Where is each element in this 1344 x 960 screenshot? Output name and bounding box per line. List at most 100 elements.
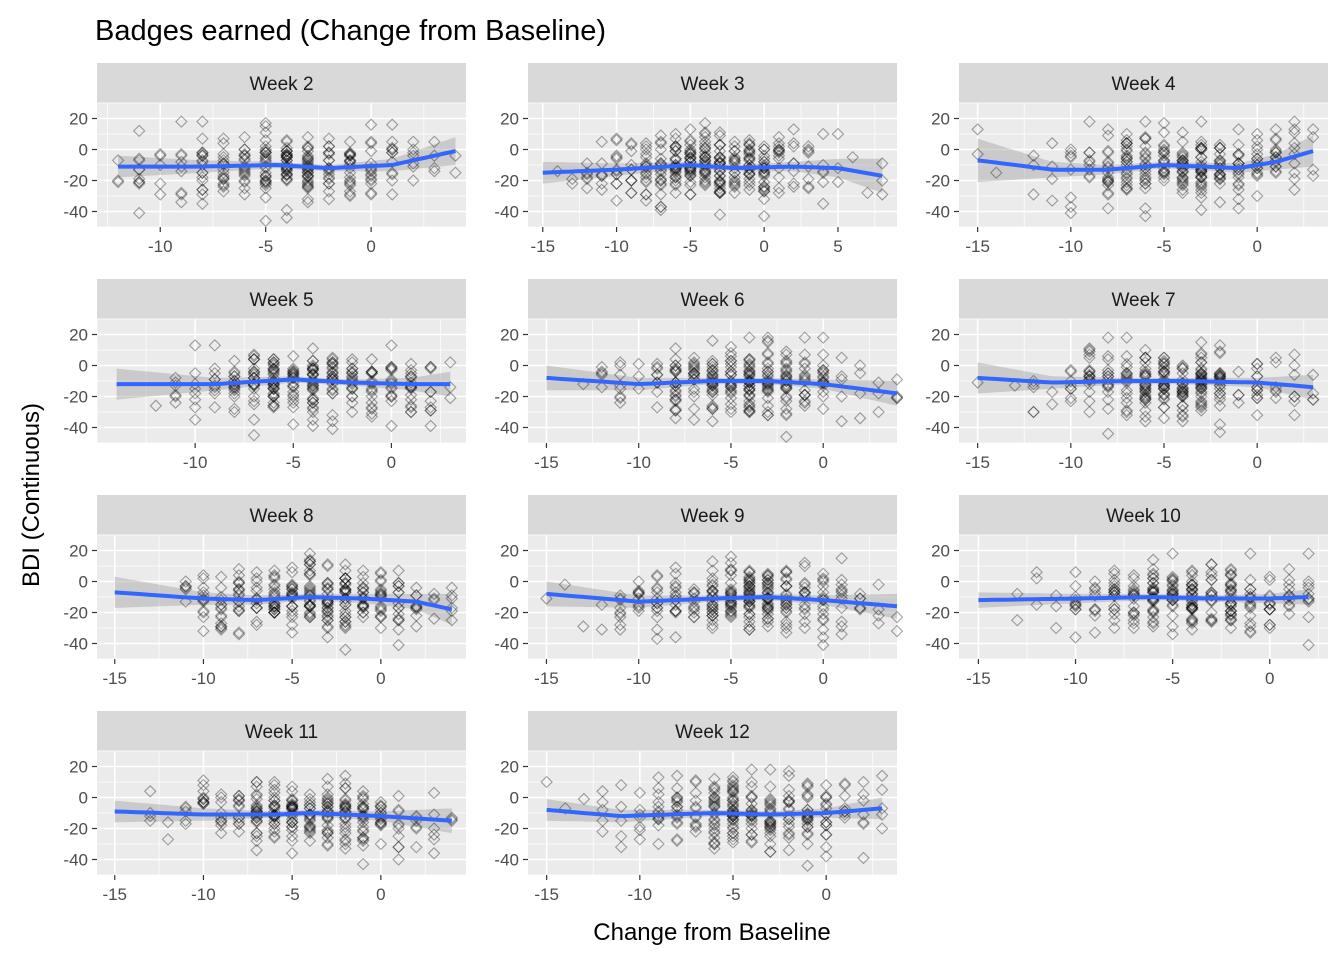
data-point (551, 164, 564, 178)
data-point (321, 576, 334, 590)
data-point (684, 188, 697, 201)
data-point (835, 390, 848, 403)
data-point (1288, 348, 1301, 361)
data-point (1282, 598, 1296, 612)
y-tick-label: -40 (63, 851, 88, 870)
data-point (196, 146, 209, 159)
x-tick-label: -15 (530, 237, 555, 256)
data-point (1244, 582, 1257, 596)
y-tick-label: -40 (63, 203, 88, 222)
data-point (169, 396, 182, 409)
data-point (1288, 123, 1301, 136)
smooth-line (978, 595, 1309, 603)
data-point (761, 600, 775, 613)
data-point (356, 820, 370, 834)
data-point (1166, 620, 1179, 633)
data-point (179, 581, 192, 594)
data-point (540, 775, 553, 789)
data-point (1146, 572, 1160, 585)
data-point (343, 147, 357, 161)
data-point (404, 393, 418, 406)
data-point (763, 806, 777, 820)
data-point (816, 376, 830, 389)
data-point (687, 362, 701, 375)
data-point (228, 382, 241, 396)
data-point (1185, 612, 1199, 625)
data-point (706, 385, 719, 399)
data-point (321, 604, 334, 618)
data-point (356, 590, 370, 604)
data-point (1185, 569, 1199, 582)
data-point (1194, 150, 1208, 164)
data-point (745, 817, 758, 831)
data-point (321, 797, 334, 810)
data-point (356, 570, 370, 584)
data-point (228, 366, 241, 380)
data-point (802, 143, 815, 156)
data-point (687, 366, 701, 380)
data-point (650, 604, 664, 618)
x-tick-label: -5 (723, 453, 738, 472)
data-point (1194, 143, 1208, 156)
data-point (816, 638, 830, 652)
data-point (339, 576, 352, 590)
data-point (724, 600, 738, 613)
data-point (857, 817, 870, 831)
data-point (321, 780, 334, 793)
data-point (1224, 596, 1238, 610)
data-point (339, 800, 352, 814)
data-point (1176, 384, 1189, 397)
data-point (364, 137, 378, 150)
data-point (706, 555, 719, 568)
data-point (217, 171, 230, 184)
data-point (801, 811, 814, 824)
data-point (1157, 351, 1171, 365)
data-point (632, 584, 645, 598)
data-point (1088, 575, 1102, 588)
data-point (321, 826, 334, 840)
data-point (385, 376, 398, 389)
data-point (1269, 143, 1283, 156)
data-point (650, 601, 664, 615)
facet-label: Week 3 (680, 74, 744, 95)
data-point (875, 822, 889, 835)
data-point (1288, 157, 1301, 170)
data-point (169, 390, 182, 403)
data-point (268, 564, 281, 577)
data-point (724, 340, 738, 354)
data-point (326, 351, 339, 365)
data-point (392, 613, 405, 627)
data-point (654, 188, 668, 201)
data-point (728, 150, 741, 164)
data-point (780, 373, 793, 386)
data-point (780, 598, 793, 612)
data-point (1224, 569, 1238, 582)
data-point (726, 792, 740, 806)
data-point (726, 781, 740, 795)
data-point (1139, 385, 1152, 399)
data-point (724, 604, 738, 618)
data-point (1244, 582, 1257, 596)
data-point (175, 188, 188, 201)
data-point (669, 598, 682, 612)
y-tick-label: -40 (494, 851, 519, 870)
data-point (639, 188, 653, 201)
x-tick-label: -10 (626, 669, 651, 688)
data-point (197, 795, 210, 809)
data-point (684, 123, 697, 136)
data-point (1288, 172, 1301, 186)
data-point (743, 360, 756, 374)
data-point (728, 186, 741, 200)
data-point (1224, 584, 1238, 598)
data-point (247, 353, 261, 366)
data-point (639, 137, 653, 150)
data-point (684, 155, 697, 169)
data-point (214, 623, 228, 636)
data-point (669, 365, 682, 378)
data-point (650, 360, 664, 374)
data-point (267, 401, 280, 414)
data-point (306, 382, 320, 396)
data-point (819, 819, 833, 832)
data-point (1166, 575, 1179, 588)
data-point (1139, 115, 1152, 128)
